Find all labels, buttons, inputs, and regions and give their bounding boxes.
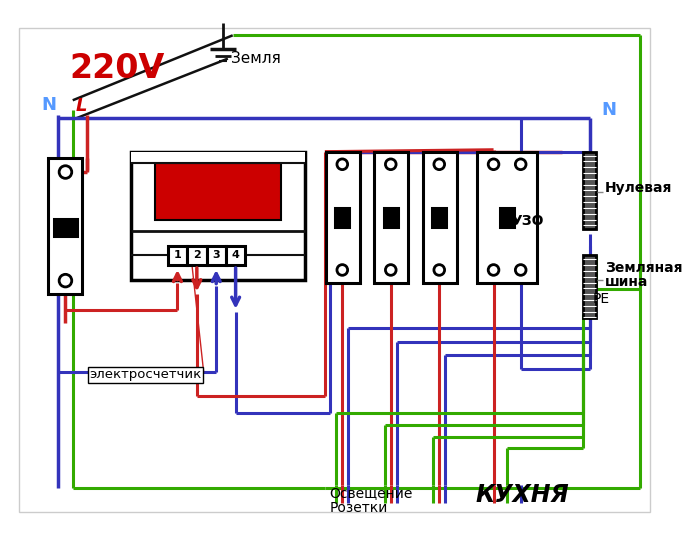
Bar — [432, 208, 446, 228]
Circle shape — [337, 159, 348, 169]
Bar — [583, 256, 596, 318]
Circle shape — [434, 159, 445, 169]
Text: 1: 1 — [174, 250, 181, 260]
Circle shape — [516, 159, 526, 169]
Text: Освещение: Освещение — [329, 486, 413, 500]
Bar — [500, 208, 514, 228]
Text: Земляная: Земляная — [605, 261, 682, 275]
Text: электросчетчик: электросчетчик — [89, 368, 202, 381]
Text: N: N — [42, 96, 57, 114]
Circle shape — [337, 265, 348, 275]
Bar — [226, 246, 245, 265]
Circle shape — [488, 159, 499, 169]
Text: шина: шина — [605, 274, 648, 288]
Bar — [375, 152, 408, 282]
Bar — [131, 152, 305, 280]
Circle shape — [386, 265, 396, 275]
Circle shape — [386, 159, 396, 169]
Bar — [167, 246, 187, 265]
Text: 3: 3 — [213, 250, 220, 260]
Text: УЗО: УЗО — [512, 215, 544, 229]
Text: Земля: Земля — [231, 51, 281, 66]
Bar — [384, 208, 398, 228]
Text: L: L — [76, 97, 87, 115]
Text: КУХНЯ: КУХНЯ — [475, 483, 569, 507]
Circle shape — [516, 265, 526, 275]
Bar — [54, 218, 76, 236]
Text: 220V: 220V — [70, 52, 165, 85]
Text: Нулевая: Нулевая — [605, 181, 673, 195]
Circle shape — [488, 265, 499, 275]
Bar — [583, 152, 596, 229]
Text: PE: PE — [592, 292, 610, 306]
Text: Розетки: Розетки — [329, 501, 388, 515]
Bar — [326, 152, 360, 282]
Bar — [206, 246, 226, 265]
Text: 2: 2 — [193, 250, 201, 260]
Bar — [477, 152, 537, 282]
Bar — [131, 152, 305, 164]
Bar — [155, 164, 281, 220]
Text: 4: 4 — [231, 250, 240, 260]
Bar — [336, 208, 349, 228]
Bar — [423, 152, 457, 282]
Bar — [49, 159, 83, 294]
Circle shape — [59, 166, 72, 178]
Circle shape — [59, 274, 72, 287]
Text: N: N — [601, 101, 616, 119]
Bar — [187, 246, 206, 265]
Circle shape — [434, 265, 445, 275]
